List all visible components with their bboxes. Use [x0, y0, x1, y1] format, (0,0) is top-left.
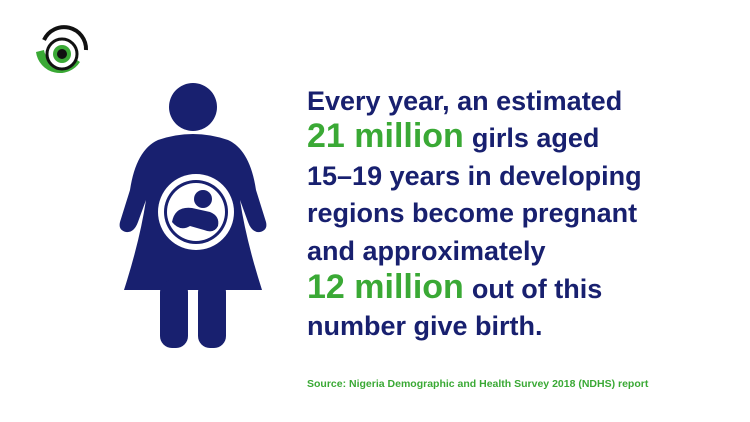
source-note: Source: Nigeria Demographic and Health S…: [307, 378, 649, 390]
headline-line: number give birth.: [307, 311, 543, 341]
logo: [36, 25, 89, 74]
highlight-number: 12 million: [307, 268, 464, 306]
headline-text: regions become pregnant: [307, 198, 637, 228]
headline-line: and approximately: [307, 236, 546, 266]
headline-line: 15–19 years in developing: [307, 161, 642, 191]
headline-line: 12 million out of this: [307, 268, 602, 306]
headline-text: girls aged: [472, 123, 600, 153]
headline-text: number give birth.: [307, 311, 543, 341]
headline-text: Every year, an estimated: [307, 86, 622, 116]
pregnant-woman-icon: [119, 83, 267, 348]
headline-line: regions become pregnant: [307, 198, 637, 228]
headline-text: and approximately: [307, 236, 546, 266]
highlight-number: 21 million: [307, 117, 464, 155]
headline-text: 15–19 years in developing: [307, 161, 642, 191]
headline-text: out of this: [472, 274, 602, 304]
headline-line: 21 million girls aged: [307, 117, 599, 155]
headline-line: Every year, an estimated: [307, 86, 622, 116]
